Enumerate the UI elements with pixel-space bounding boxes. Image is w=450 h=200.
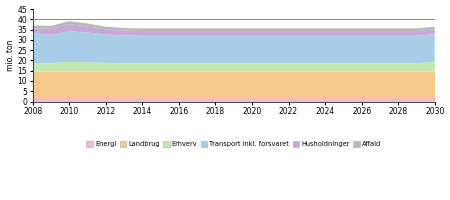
Y-axis label: mio. ton: mio. ton [5, 40, 14, 71]
Legend: Energi, Landbrug, Erhverv, Transport inkl. forsvaret, Husholdninger, Affald: Energi, Landbrug, Erhverv, Transport ink… [84, 139, 384, 150]
